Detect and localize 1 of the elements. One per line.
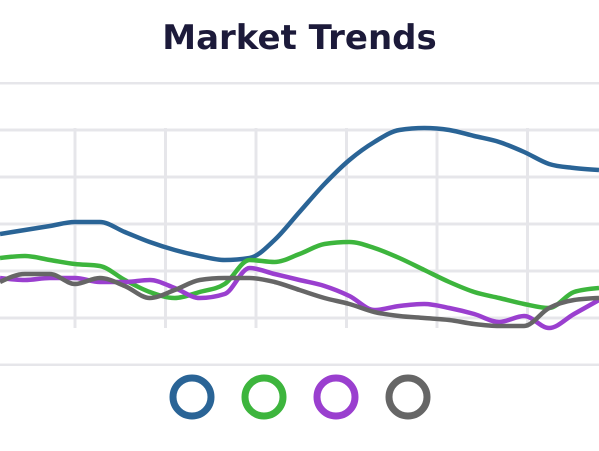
chart-title: Market Trends bbox=[161, 18, 438, 58]
